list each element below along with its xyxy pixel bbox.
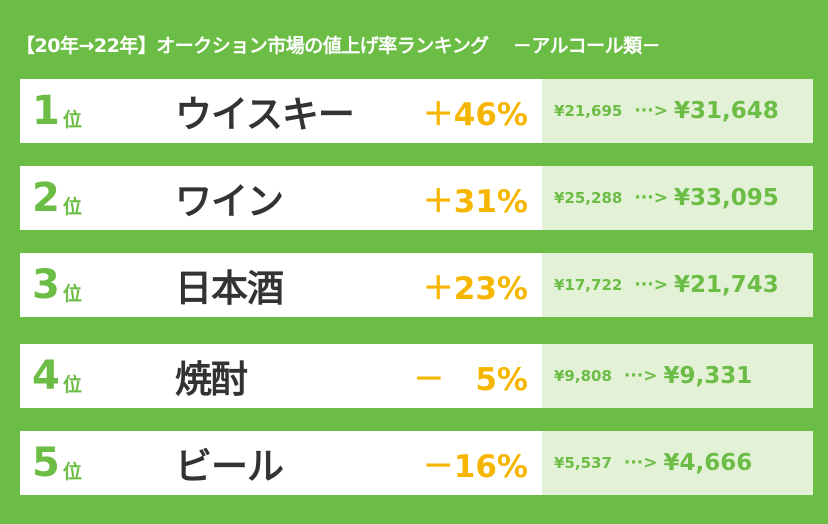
row-main-panel: 5 位 ビール －16% <box>20 431 542 495</box>
price-change: ¥17,722 ···> ¥21,743 <box>554 253 779 317</box>
beverage-name: ウイスキー <box>175 93 355 136</box>
change-percent: －16% <box>422 448 528 485</box>
row-main-panel: 1 位 ウイスキー ＋46% <box>20 79 542 143</box>
row-main-panel: 4 位 焼酎 － 5% <box>20 344 542 408</box>
rank-label: 3 位 <box>32 253 82 317</box>
beverage-name: ビール <box>175 445 284 488</box>
ranking-row: 4 位 焼酎 － 5% ¥9,808 ···> ¥9,331 <box>20 344 813 408</box>
page-title: 【20年→22年】オークション市場の値上げ率ランキング －アルコール類－ <box>16 28 661 60</box>
rank-number: 1 <box>32 88 60 134</box>
price-panel: ¥17,722 ···> ¥21,743 <box>542 253 813 317</box>
rank-suffix: 位 <box>62 460 82 483</box>
change-percent: ＋23% <box>422 270 528 307</box>
rank-label: 5 位 <box>32 431 82 495</box>
price-to: ¥4,666 <box>663 450 753 476</box>
price-panel: ¥21,695 ···> ¥31,648 <box>542 79 813 143</box>
price-to: ¥33,095 <box>673 185 779 211</box>
change-percent: ＋46% <box>422 96 528 133</box>
rank-suffix: 位 <box>62 282 82 305</box>
dotted-arrow-icon: ···> <box>634 101 668 121</box>
title-main: 【20年→22年】オークション市場の値上げ率ランキング <box>16 34 489 57</box>
price-from: ¥17,722 <box>554 276 623 294</box>
price-from: ¥21,695 <box>554 102 623 120</box>
ranking-row: 2 位 ワイン ＋31% ¥25,288 ···> ¥33,095 <box>20 166 813 230</box>
rank-suffix: 位 <box>62 108 82 131</box>
rank-label: 2 位 <box>32 166 82 230</box>
dotted-arrow-icon: ···> <box>634 188 668 208</box>
rank-number: 2 <box>32 175 60 221</box>
price-panel: ¥5,537 ···> ¥4,666 <box>542 431 813 495</box>
rank-suffix: 位 <box>62 195 82 218</box>
title-category: －アルコール類－ <box>512 34 661 57</box>
price-change: ¥25,288 ···> ¥33,095 <box>554 166 779 230</box>
ranking-row: 5 位 ビール －16% ¥5,537 ···> ¥4,666 <box>20 431 813 495</box>
price-change: ¥21,695 ···> ¥31,648 <box>554 79 779 143</box>
price-from: ¥9,808 <box>554 367 612 385</box>
price-to: ¥9,331 <box>663 363 753 389</box>
price-panel: ¥9,808 ···> ¥9,331 <box>542 344 813 408</box>
price-from: ¥5,537 <box>554 454 612 472</box>
dotted-arrow-icon: ···> <box>623 366 658 386</box>
beverage-name: 焼酎 <box>175 358 248 401</box>
price-to: ¥31,648 <box>673 98 779 124</box>
price-panel: ¥25,288 ···> ¥33,095 <box>542 166 813 230</box>
rank-label: 1 位 <box>32 79 82 143</box>
dotted-arrow-icon: ···> <box>634 275 668 295</box>
price-from: ¥25,288 <box>554 189 623 207</box>
change-percent: － 5% <box>413 361 528 398</box>
rank-suffix: 位 <box>62 373 82 396</box>
price-to: ¥21,743 <box>673 272 779 298</box>
beverage-name: ワイン <box>175 180 284 223</box>
rank-number: 4 <box>32 353 60 399</box>
rank-number: 3 <box>32 262 60 308</box>
ranking-row: 1 位 ウイスキー ＋46% ¥21,695 ···> ¥31,648 <box>20 79 813 143</box>
row-main-panel: 3 位 日本酒 ＋23% <box>20 253 542 317</box>
change-percent: ＋31% <box>422 183 528 220</box>
ranking-row: 3 位 日本酒 ＋23% ¥17,722 ···> ¥21,743 <box>20 253 813 317</box>
rank-label: 4 位 <box>32 344 82 408</box>
row-main-panel: 2 位 ワイン ＋31% <box>20 166 542 230</box>
dotted-arrow-icon: ···> <box>623 453 658 473</box>
price-change: ¥5,537 ···> ¥4,666 <box>554 431 752 495</box>
rank-number: 5 <box>32 440 60 486</box>
beverage-name: 日本酒 <box>175 267 284 310</box>
price-change: ¥9,808 ···> ¥9,331 <box>554 344 752 408</box>
